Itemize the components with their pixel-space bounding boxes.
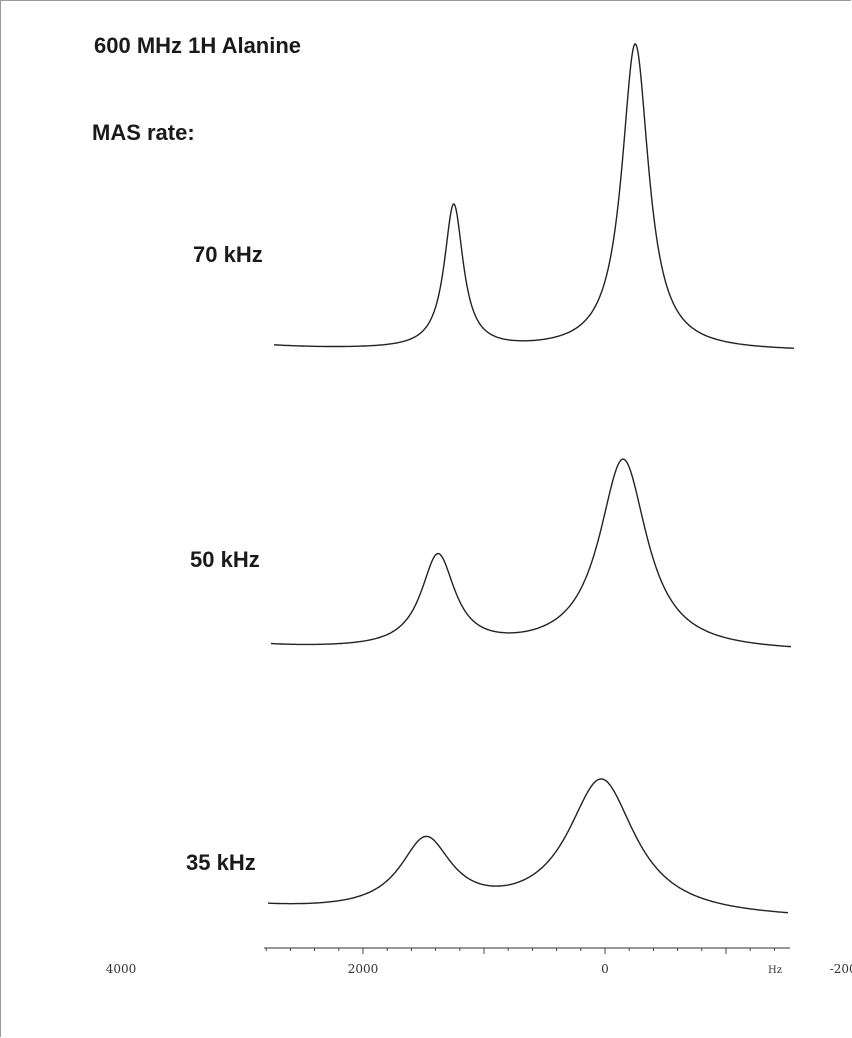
spectra-group — [267, 42, 795, 914]
spectrum-line-35-khz — [267, 778, 789, 914]
x-tick-label: 4000 — [106, 962, 137, 976]
x-tick-label: -2000 — [830, 962, 852, 976]
x-tick-label: 2000 — [348, 962, 379, 976]
x-tick-label: 0 — [601, 962, 609, 976]
series-label-50khz: 50 kHz — [190, 547, 260, 572]
series-label-70khz: 70 kHz — [193, 242, 263, 267]
x-axis: 6000400020000-2000Hz — [106, 947, 852, 976]
chart-subtitle: MAS rate: — [92, 120, 195, 145]
chart-title: 600 MHz 1H Alanine — [94, 33, 302, 58]
x-axis-unit-label: Hz — [768, 965, 782, 976]
spectrum-line-50-khz — [270, 458, 792, 648]
spectrum-line-70-khz — [274, 42, 795, 349]
series-label-35khz: 35 kHz — [186, 850, 256, 875]
